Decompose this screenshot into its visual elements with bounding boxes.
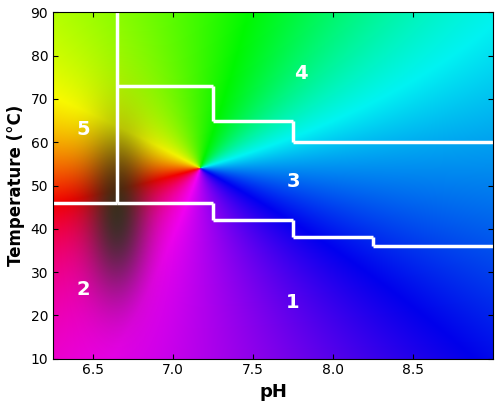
Text: 1: 1	[286, 293, 300, 312]
Text: 5: 5	[76, 120, 90, 139]
Y-axis label: Temperature (°C): Temperature (°C)	[7, 105, 25, 266]
Text: 2: 2	[76, 280, 90, 299]
X-axis label: pH: pH	[259, 383, 287, 401]
Text: 3: 3	[286, 172, 300, 191]
Text: 4: 4	[294, 64, 308, 82]
